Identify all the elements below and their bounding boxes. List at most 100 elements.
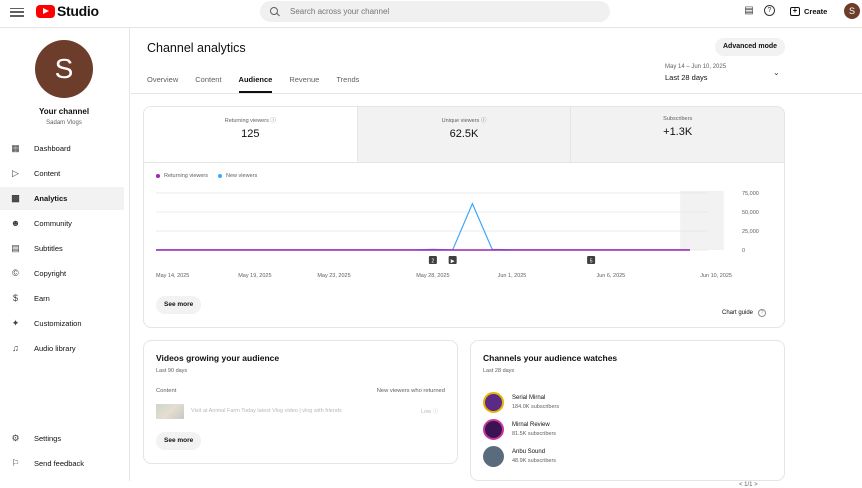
video-marker-label: ▶ [451, 259, 455, 265]
logo-text: Studio [57, 3, 99, 19]
sidebar-item-label: Customization [34, 319, 82, 328]
channel-subscribers: 184.0K subscribers [512, 404, 560, 410]
channel-avatar [483, 446, 504, 467]
metric-value: 62.5K [449, 128, 479, 140]
chart-guide-link[interactable]: Chart guide ? [722, 309, 767, 317]
sidebar-item-settings[interactable]: ⚙ Settings [0, 427, 124, 450]
main-content: Channel analytics Advanced mode Overview… [131, 28, 862, 488]
channels-audience-watches-card: Channels your audience watches Last 28 d… [470, 340, 785, 488]
metric-value: +1.3K [663, 126, 693, 138]
metric-returning-viewers[interactable]: Returning viewers ⓘ 125 [144, 107, 358, 162]
account-avatar[interactable]: S [844, 3, 860, 19]
sidebar-item-content[interactable]: ▷ Content [0, 162, 124, 185]
tab-trends[interactable]: Trends [336, 75, 360, 84]
video-row[interactable]: Visit at Animal Farm Today latest Vlog v… [156, 403, 446, 419]
audience-line-chart: 75,000 50,000 25,000 0 2 ▶ 5 May 14, 2025 May 19… [156, 191, 759, 279]
sidebar-item-customization[interactable]: ✦ Customization [0, 312, 124, 335]
captions-icon[interactable]: ▤ [744, 5, 754, 16]
card-title: Videos growing your audience [156, 353, 280, 363]
sidebar-item-analytics[interactable]: ▩ Analytics [0, 187, 124, 210]
video-marker-label: 5 [590, 259, 593, 265]
channel-row[interactable]: Anbu Sound 48.9K subscribers [483, 446, 556, 467]
create-icon: + [790, 6, 800, 16]
sidebar-item-label: Audio library [34, 344, 76, 353]
channel-avatar[interactable]: S [35, 40, 93, 98]
metric-label: Subscribers [663, 116, 693, 122]
your-channel-label: Your channel [38, 107, 90, 116]
x-tick-label: May 19, 2025 [238, 273, 271, 279]
tab-revenue[interactable]: Revenue [289, 75, 320, 84]
page-title: Channel analytics [147, 41, 246, 55]
sidebar-item-label: Copyright [34, 269, 67, 278]
dashboard-icon: ▦ [11, 143, 20, 153]
y-tick-label: 75,000 [742, 191, 759, 197]
video-thumbnail [156, 403, 184, 419]
create-label: Create [804, 6, 828, 16]
search-icon[interactable] [270, 6, 280, 17]
metric-unique-viewers[interactable]: Unique viewers ⓘ 62.5K [357, 107, 572, 162]
sidebar-item-audio-library[interactable]: ♫ Audio library [0, 337, 124, 360]
channel-subscribers: 81.5K subscribers [512, 431, 557, 437]
x-tick-label: Jun 1, 2025 [498, 273, 527, 279]
y-tick-label: 50,000 [742, 210, 759, 216]
top-bar: Studio ▤ ? + Create S [0, 0, 862, 28]
chevron-down-icon[interactable]: ⌄ [773, 68, 780, 77]
video-title: Visit at Animal Farm Today latest Vlog v… [191, 408, 342, 414]
channel-row[interactable]: Serial Mirnal 184.0K subscribers [483, 392, 559, 413]
date-range-picker[interactable]: May 14 – Jun 10, 2025 Last 28 days [665, 64, 726, 82]
metric-value: 125 [241, 128, 260, 140]
info-icon[interactable]: ⓘ [270, 118, 276, 124]
video-marker-label: 2 [431, 259, 434, 265]
advanced-mode-button[interactable]: Advanced mode [715, 38, 786, 56]
chart-guide-label: Chart guide [722, 310, 754, 316]
subtitles-icon: ▤ [11, 243, 20, 253]
help-icon[interactable]: ? [764, 5, 775, 16]
tab-content[interactable]: Content [195, 75, 222, 84]
video-marker [428, 256, 437, 264]
sidebar-item-label: Earn [34, 294, 50, 303]
legend-dot [156, 174, 160, 178]
pagination[interactable]: < 1/1 > [739, 482, 758, 488]
info-icon[interactable]: ⓘ [480, 118, 487, 124]
sidebar-item-send-feedback[interactable]: ⚐ Send feedback [0, 452, 124, 475]
legend-dot [218, 174, 223, 178]
studio-logo[interactable]: Studio [36, 3, 99, 19]
create-button[interactable]: + Create [786, 3, 831, 19]
search-input[interactable] [290, 7, 590, 16]
chart-legend: Returning viewers New viewers [156, 173, 267, 179]
divider [131, 93, 862, 94]
x-tick-label: May 23, 2025 [317, 273, 350, 279]
partial-data-region [680, 191, 724, 250]
channel-name: Sadam Vlogs [46, 120, 82, 126]
y-tick-label: 0 [742, 248, 745, 254]
sidebar: S Your channel Sadam Vlogs ▦ Dashboard ▷… [0, 28, 130, 481]
video-marker [587, 256, 596, 264]
feedback-icon: ⚐ [11, 458, 20, 468]
youtube-logo-icon [36, 4, 55, 18]
sidebar-item-label: Settings [34, 434, 62, 443]
column-header: New viewers who returned [376, 388, 445, 394]
menu-icon[interactable] [10, 5, 24, 19]
info-icon: ⓘ [432, 409, 439, 415]
search-bar[interactable] [260, 1, 610, 22]
sidebar-item-earn[interactable]: $ Earn [0, 287, 124, 310]
sidebar-item-subtitles[interactable]: ▤ Subtitles [0, 237, 124, 260]
channel-row[interactable]: Mirnal Review 81.5K subscribers [483, 419, 556, 440]
sidebar-item-dashboard[interactable]: ▦ Dashboard [0, 137, 124, 160]
channel-name: Anbu Sound [512, 449, 546, 455]
analytics-icon: ▩ [11, 193, 20, 203]
date-range-label: Last 28 days [665, 73, 708, 82]
card-subtitle: Last 28 days [483, 368, 515, 374]
metric-label: Returning viewers [224, 118, 269, 124]
sidebar-item-community[interactable]: ☻ Community [0, 212, 124, 235]
customization-icon: ✦ [11, 318, 20, 328]
legend-label: New viewers [226, 173, 258, 179]
x-tick-label: Jun 10, 2025 [700, 273, 732, 279]
metric-subscribers[interactable]: Subscribers +1.3K [571, 107, 784, 162]
see-more-button[interactable]: See more [156, 296, 202, 314]
tab-audience[interactable]: Audience [238, 75, 273, 93]
sidebar-item-copyright[interactable]: © Copyright [0, 262, 124, 285]
card-subtitle: Last 90 days [156, 368, 188, 374]
tab-overview[interactable]: Overview [147, 75, 179, 84]
see-more-button[interactable]: See more [156, 432, 202, 450]
